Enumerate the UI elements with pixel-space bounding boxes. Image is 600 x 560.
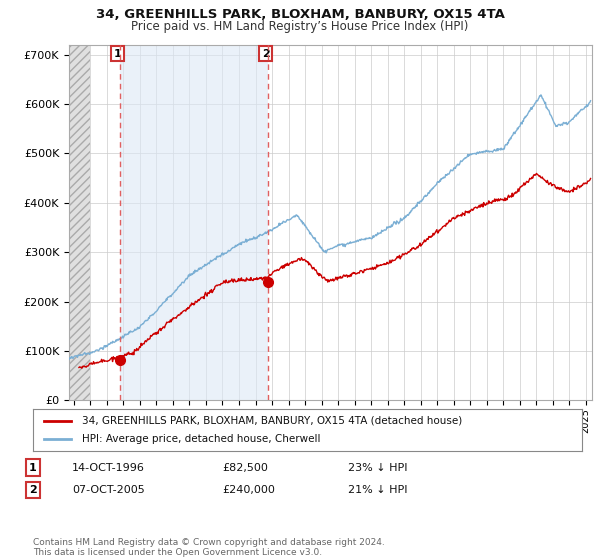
Text: 21% ↓ HPI: 21% ↓ HPI xyxy=(348,485,407,495)
Text: 23% ↓ HPI: 23% ↓ HPI xyxy=(348,463,407,473)
Text: HPI: Average price, detached house, Cherwell: HPI: Average price, detached house, Cher… xyxy=(82,434,321,444)
Text: £240,000: £240,000 xyxy=(222,485,275,495)
Text: 34, GREENHILLS PARK, BLOXHAM, BANBURY, OX15 4TA (detached house): 34, GREENHILLS PARK, BLOXHAM, BANBURY, O… xyxy=(82,416,463,426)
Text: 2: 2 xyxy=(29,485,37,495)
Text: 2: 2 xyxy=(262,49,269,59)
Text: 1: 1 xyxy=(113,49,121,59)
Text: £82,500: £82,500 xyxy=(222,463,268,473)
Bar xyxy=(69,45,89,400)
Text: 34, GREENHILLS PARK, BLOXHAM, BANBURY, OX15 4TA: 34, GREENHILLS PARK, BLOXHAM, BANBURY, O… xyxy=(95,8,505,21)
Text: 14-OCT-1996: 14-OCT-1996 xyxy=(72,463,145,473)
Text: Price paid vs. HM Land Registry’s House Price Index (HPI): Price paid vs. HM Land Registry’s House … xyxy=(131,20,469,32)
Bar xyxy=(120,45,268,400)
Text: 07-OCT-2005: 07-OCT-2005 xyxy=(72,485,145,495)
Text: 1: 1 xyxy=(29,463,37,473)
Text: Contains HM Land Registry data © Crown copyright and database right 2024.
This d: Contains HM Land Registry data © Crown c… xyxy=(33,538,385,557)
